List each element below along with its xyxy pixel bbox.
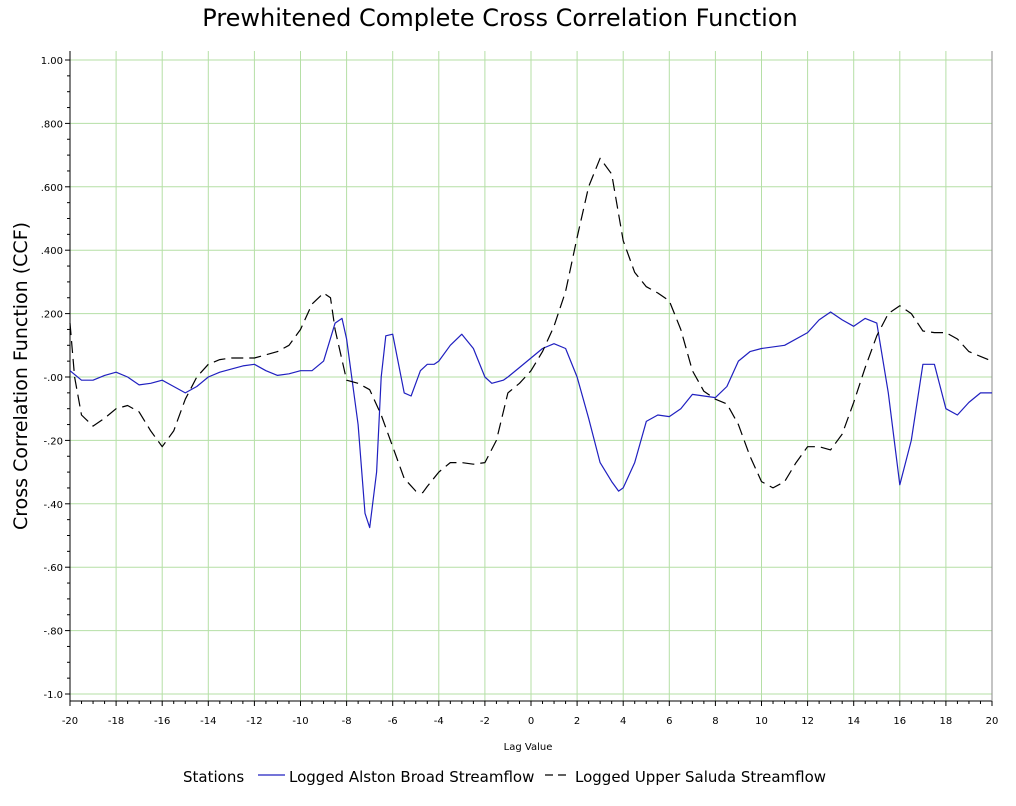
y-tick-label: 1.00 [41,56,63,67]
x-tick-label: 4 [620,716,626,727]
y-tick-label: .800 [41,119,63,130]
x-tick-label: 8 [712,716,718,727]
legend: Stations Logged Alston Broad Streamflow … [183,768,826,786]
series-line-saluda [69,157,993,494]
grid [69,51,993,701]
x-tick-label: -18 [108,716,124,727]
x-tick-label: -4 [434,716,444,727]
x-tick-label: 16 [893,716,906,727]
x-tick-label: -2 [480,716,490,727]
x-tick-label: 0 [528,716,534,727]
x-tick-label: -14 [200,716,216,727]
y-tick-label: .400 [41,246,63,257]
x-tick-label: 14 [847,716,860,727]
x-tick-label: 20 [986,716,999,727]
series-line-alston [69,311,992,529]
legend-label-alston: Logged Alston Broad Streamflow [289,768,534,786]
x-tick-label: -12 [246,716,262,727]
y-tick-label: -.60 [43,563,63,574]
y-tick-label: -.00 [43,373,63,384]
y-tick-label: -1.0 [43,690,63,701]
x-tick-label: -6 [388,716,398,727]
y-axis-label: Cross Correlation Function (CCF) [10,222,32,530]
x-tick-label: -8 [342,716,352,727]
y-tick-label: -.80 [43,627,63,638]
series-lines [69,157,993,529]
axes: -20 -18 -16 -14 -12 -10 -8 -6 -4 -2 0 2 4 6 8 10 12 14 16 1… [41,51,999,727]
x-tick-label: 12 [801,716,814,727]
legend-title: Stations [183,768,244,786]
x-tick-label: -20 [62,716,78,727]
x-tick-label: -10 [292,716,308,727]
x-tick-label: -16 [154,716,170,727]
y-tick-label: -.20 [43,436,63,447]
x-tick-label: 10 [755,716,768,727]
x-tick-label: 2 [574,716,580,727]
y-tick-label: -.40 [43,500,63,511]
chart-title: Prewhitened Complete Cross Correlation F… [202,4,797,32]
legend-label-saluda: Logged Upper Saluda Streamflow [575,768,826,786]
y-tick-label: .200 [41,310,63,321]
y-tick-label: .600 [41,183,63,194]
x-tick-label: 18 [940,716,953,727]
x-axis-label: Lag Value [504,742,553,753]
x-tick-label: 6 [666,716,672,727]
